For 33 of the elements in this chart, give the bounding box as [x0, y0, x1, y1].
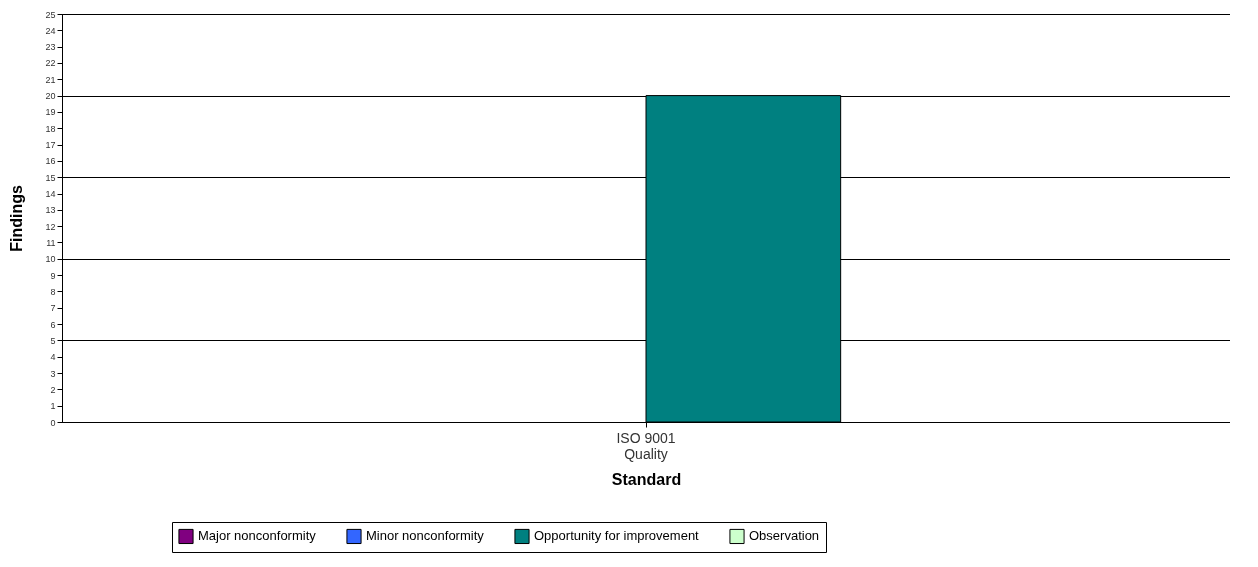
legend-label: Opportunity for improvement — [534, 528, 700, 544]
x-tick-label: ISO 9001 Quality — [616, 429, 676, 462]
y-tick-label: 7 — [50, 303, 56, 314]
y-tick-label: 15 — [45, 172, 56, 183]
y-tick-label: 12 — [45, 221, 56, 232]
legend-label: Minor nonconformity — [366, 528, 485, 544]
y-tick-label: 11 — [46, 237, 56, 248]
x-axis-title: Standard — [611, 470, 682, 488]
y-tick-label: 16 — [45, 156, 56, 167]
y-axis-title: Findings — [8, 185, 26, 252]
y-tick-label: 3 — [50, 368, 56, 379]
y-tick-label: 4 — [50, 352, 56, 363]
y-tick-label: 6 — [50, 319, 56, 330]
y-tick-label: 0 — [50, 417, 56, 428]
y-tick-label: 20 — [45, 91, 56, 102]
y-tick-label: 24 — [45, 25, 56, 36]
y-tick-label: 19 — [45, 107, 56, 118]
legend-label: Major nonconformity — [198, 528, 317, 544]
y-tick-label: 25 — [45, 9, 56, 20]
y-tick-label: 14 — [45, 189, 56, 200]
y-tick-label: 17 — [45, 140, 56, 151]
y-tick-label: 2 — [50, 384, 56, 395]
y-tick-label: 8 — [50, 286, 56, 297]
y-tick-label: 13 — [45, 205, 56, 216]
y-tick-label: 21 — [45, 74, 56, 85]
y-tick-label: 5 — [50, 335, 56, 346]
y-tick-label: 18 — [45, 123, 56, 134]
y-tick-label: 22 — [45, 58, 56, 69]
y-tick-label: 9 — [50, 270, 56, 281]
y-tick-label: 1 — [50, 401, 56, 412]
y-tick-label: 23 — [45, 42, 56, 53]
legend-label: Observation — [749, 528, 820, 544]
y-tick-label: 10 — [45, 254, 56, 265]
